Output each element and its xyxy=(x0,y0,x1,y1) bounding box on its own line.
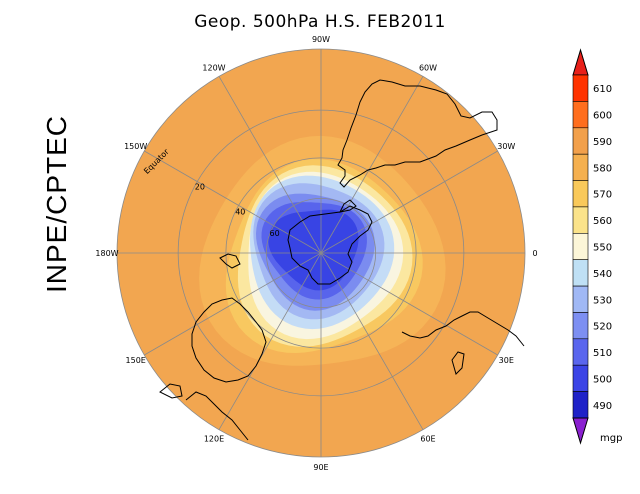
colorbar-cell xyxy=(572,153,589,181)
colorbar-cell xyxy=(572,74,589,102)
colorbar-level-label: 590 xyxy=(593,137,612,148)
longitude-labels: 90W 60W 30W 0 30E 60E 90E 120E 150E 180W 150W 120W xyxy=(95,35,537,472)
colorbar-cells xyxy=(572,74,589,419)
meridian-line xyxy=(320,252,498,356)
colorbar-level-label: 570 xyxy=(593,190,612,201)
colorbar-cell xyxy=(572,312,589,340)
meridian-line xyxy=(320,252,424,430)
coastline-new-guinea xyxy=(159,383,183,399)
colorbar-unit: mgp xyxy=(600,433,622,444)
colorbar-level-label: 490 xyxy=(593,401,612,412)
longitude-label: 60E xyxy=(420,434,435,443)
longitude-label: 30E xyxy=(499,356,514,365)
longitude-label: 90W xyxy=(312,35,330,44)
meridian-line xyxy=(144,150,322,254)
colorbar-level-label: 540 xyxy=(593,269,612,280)
colorbar-level-label: 550 xyxy=(593,243,612,254)
colorbar-cell xyxy=(572,259,589,287)
longitude-label: 60W xyxy=(419,64,437,73)
longitude-label: 120E xyxy=(204,434,224,443)
coastline-madagascar xyxy=(451,351,465,375)
meridian-line xyxy=(320,76,424,254)
colorbar-labels: 610 600 590 580 570 560 550 540 530 520 510 500 490 xyxy=(593,84,612,412)
coastline-africa xyxy=(401,311,525,347)
longitude-label: 0 xyxy=(532,249,537,258)
meridian-line xyxy=(320,150,498,254)
colorbar-level-label: 510 xyxy=(593,348,612,359)
longitude-label: 90E xyxy=(313,463,328,472)
coastline-indonesia xyxy=(185,391,249,441)
colorbar-cell xyxy=(572,127,589,155)
colorbar-cell xyxy=(572,391,589,419)
colorbar-level-label: 530 xyxy=(593,295,612,306)
longitude-label: 180W xyxy=(95,249,118,258)
longitude-label: 120W xyxy=(202,64,225,73)
colorbar-level-label: 600 xyxy=(593,111,612,122)
colorbar-cell xyxy=(572,180,589,208)
meridian-line xyxy=(218,252,322,430)
colorbar-top-arrow xyxy=(572,48,589,76)
colorbar-cell xyxy=(572,206,589,234)
coastline-new-zealand xyxy=(219,253,241,269)
colorbar-cell xyxy=(572,233,589,261)
colorbar-cell xyxy=(572,338,589,366)
colorbar-cell xyxy=(572,364,589,392)
colorbar-level-label: 500 xyxy=(593,374,612,385)
colorbar-level-label: 610 xyxy=(593,84,612,95)
latitude-label: 60 xyxy=(270,229,280,238)
colorbar-level-label: 560 xyxy=(593,216,612,227)
map-title: Geop. 500hPa H.S. FEB2011 xyxy=(194,12,446,32)
colorbar-level-label: 580 xyxy=(593,163,612,174)
colorbar-cell xyxy=(572,101,589,129)
latitude-label: 40 xyxy=(235,208,245,217)
meridian-line xyxy=(144,252,322,356)
meridian-line xyxy=(218,76,322,254)
coastline-australia xyxy=(191,297,267,383)
colorbar-cell xyxy=(572,285,589,313)
colorbar-bottom-arrow xyxy=(572,417,589,445)
graticule xyxy=(116,48,526,458)
coastline-antarctic-peninsula xyxy=(339,199,357,213)
colorbar-level-label: 520 xyxy=(593,322,612,333)
latitude-label: 20 xyxy=(195,182,205,191)
coastlines xyxy=(159,79,525,441)
longitude-label: 30W xyxy=(497,142,515,151)
coastline-south-america xyxy=(337,79,498,188)
longitude-label: 150E xyxy=(126,356,146,365)
longitude-label: 150W xyxy=(124,142,147,151)
